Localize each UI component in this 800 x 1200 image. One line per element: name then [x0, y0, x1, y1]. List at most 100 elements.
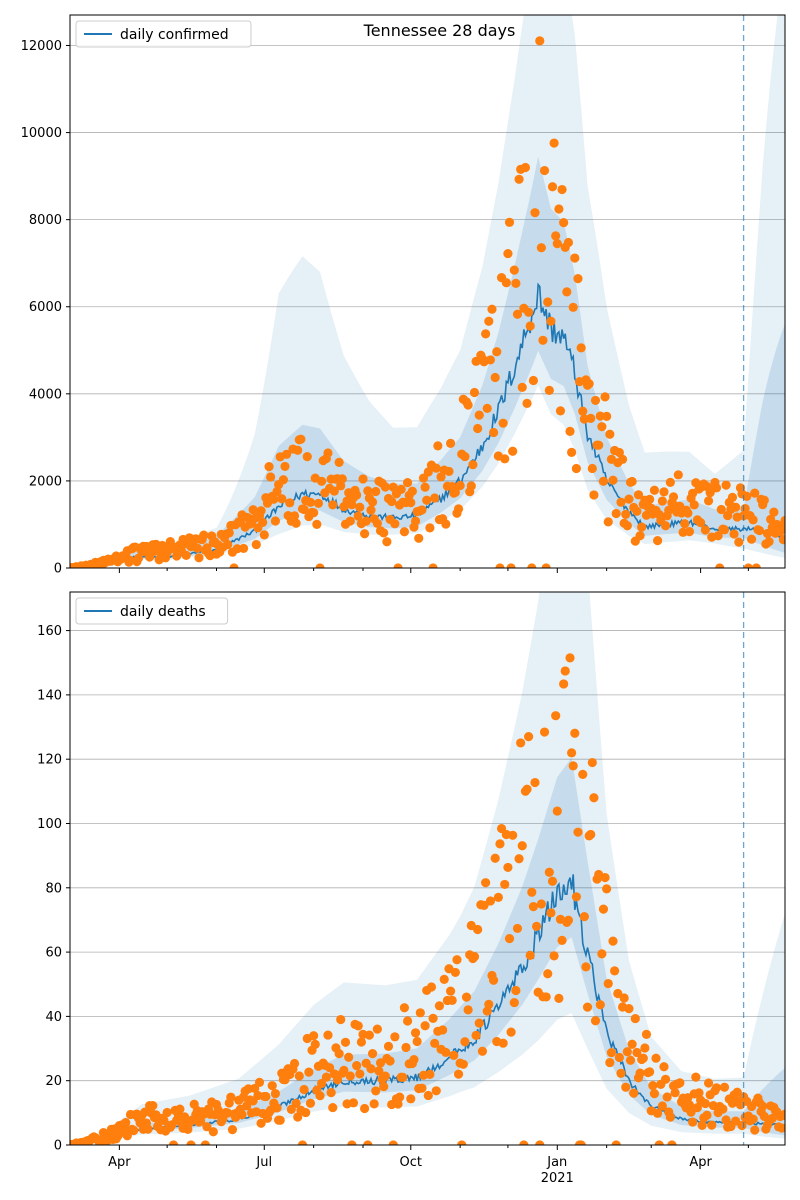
data-point [402, 477, 413, 488]
data-point [649, 1089, 660, 1099]
data-point [162, 1107, 172, 1118]
data-point [202, 1122, 212, 1132]
data-point [291, 518, 301, 528]
data-point [445, 438, 456, 448]
data-point [692, 1102, 703, 1113]
data-point [396, 484, 406, 494]
data-point [719, 1082, 730, 1092]
data-point [549, 951, 559, 961]
data-point [256, 506, 266, 516]
data-point [379, 528, 389, 538]
data-point [304, 1067, 314, 1077]
data-point [452, 955, 462, 965]
data-point [637, 522, 647, 532]
data-point [657, 496, 667, 506]
data-point [594, 440, 604, 450]
y-tick-label: 80 [45, 881, 62, 896]
data-point [653, 1108, 663, 1118]
data-point [347, 500, 357, 510]
data-point [420, 482, 430, 492]
data-point [598, 904, 609, 914]
data-point [617, 454, 628, 464]
data-point [554, 204, 564, 214]
legend-box [75, 597, 229, 625]
data-point [743, 563, 753, 568]
data-point [608, 475, 618, 485]
data-point [345, 516, 355, 526]
data-point [481, 329, 491, 339]
data-point [538, 335, 548, 345]
y-tick-label: 160 [37, 624, 62, 639]
data-point [590, 1016, 601, 1026]
data-point [402, 1016, 413, 1026]
data-point [254, 1077, 265, 1087]
data-point [488, 975, 499, 985]
data-point [559, 679, 569, 689]
data-point [226, 1092, 236, 1102]
data-point [430, 1038, 440, 1048]
data-point [551, 231, 561, 241]
data-point [383, 1041, 394, 1051]
data-point [328, 500, 338, 510]
data-point [382, 537, 392, 547]
data-point [769, 507, 779, 517]
data-point [344, 1052, 354, 1062]
x-tick-label: Apr [108, 1155, 131, 1170]
data-point [562, 287, 572, 297]
data-point [713, 531, 723, 541]
data-point [707, 1120, 717, 1130]
data-point [200, 1140, 210, 1145]
data-point [277, 494, 287, 504]
data-point [573, 274, 583, 284]
data-point [638, 1053, 648, 1063]
data-point [530, 777, 540, 788]
data-point [778, 535, 785, 545]
data-point [352, 1061, 362, 1071]
data-point [393, 563, 403, 568]
uncertainty-band-outer [70, 592, 785, 1145]
y-tick-label: 0 [54, 562, 62, 577]
data-point [423, 467, 433, 477]
data-point [780, 1109, 785, 1119]
data-point [554, 993, 564, 1003]
data-point [587, 757, 597, 768]
data-point [653, 536, 663, 546]
data-point [238, 543, 249, 554]
data-point [764, 537, 774, 547]
data-point [366, 505, 376, 515]
data-point [630, 1013, 640, 1024]
data-point [371, 486, 381, 497]
data-point [551, 711, 561, 721]
data-point [460, 451, 470, 462]
data-point [199, 530, 209, 540]
data-point [256, 1118, 266, 1128]
data-point [393, 1099, 403, 1109]
data-point [563, 915, 574, 925]
data-point [660, 521, 671, 531]
data-point [275, 1115, 285, 1125]
data-point [766, 514, 776, 524]
data-point [543, 969, 553, 979]
data-point [458, 1059, 468, 1069]
data-point [527, 887, 537, 897]
data-point [619, 993, 629, 1003]
data-point [530, 208, 540, 218]
data-point [649, 485, 660, 495]
data-point [186, 1140, 196, 1145]
data-point [616, 1068, 626, 1078]
data-point [367, 497, 378, 507]
data-point [737, 1120, 747, 1131]
plot-frame [69, 591, 786, 1146]
data-point [680, 519, 690, 529]
y-tick-label: 40 [45, 1010, 62, 1025]
data-point [353, 1021, 363, 1031]
data-point [495, 563, 505, 568]
data-point [557, 184, 567, 195]
data-point [401, 1042, 411, 1053]
data-point [423, 1090, 433, 1101]
data-point [280, 461, 290, 472]
data-point [731, 502, 741, 512]
data-point [512, 923, 523, 934]
data-point [571, 892, 581, 902]
data-point [366, 1064, 376, 1074]
